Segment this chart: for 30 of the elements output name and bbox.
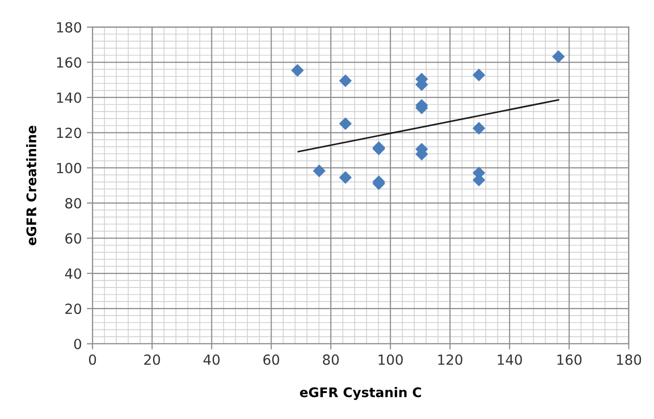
x-tick-label: 100: [378, 354, 403, 365]
point: [312, 164, 326, 178]
x-tick-label: 60: [263, 354, 280, 365]
x-tick-label: 0: [88, 354, 96, 365]
x-tick-label: 80: [322, 354, 339, 365]
point: [339, 117, 352, 130]
x-tick-label: 120: [438, 354, 462, 365]
x-tick-label: 160: [557, 354, 582, 365]
point: [472, 68, 486, 82]
x-axis-title: eGFR Cystanin C: [300, 387, 422, 400]
point: [291, 64, 304, 77]
y-tick-label: 100: [57, 162, 82, 174]
y-tick-label: 40: [65, 268, 82, 279]
y-tick-label: 140: [57, 92, 82, 103]
y-tick-label: 80: [65, 198, 82, 208]
x-tick-label: 140: [498, 354, 522, 365]
y-axis-title: eGFR Creatinine: [26, 126, 36, 246]
point: [339, 171, 352, 184]
y-tick-label: 20: [65, 304, 82, 314]
y-tick-label: 180: [57, 22, 82, 33]
point: [472, 122, 486, 135]
x-tick-label: 180: [617, 354, 642, 365]
x-tick-label: 20: [144, 354, 160, 365]
point: [339, 74, 352, 88]
point: [552, 50, 565, 64]
y-tick-label: 120: [57, 128, 82, 138]
x-tick-label: 40: [204, 354, 220, 365]
y-tick-label: 0: [74, 338, 82, 350]
y-tick-label: 160: [57, 57, 82, 68]
y-tick-label: 60: [65, 233, 82, 244]
